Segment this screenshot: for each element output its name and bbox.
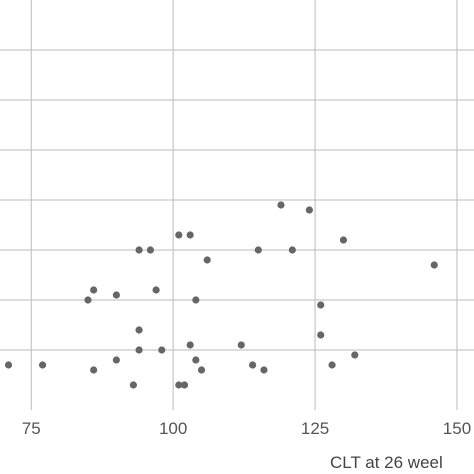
data-point [339,236,348,244]
data-point [351,351,359,359]
x-tick-label: 125 [301,419,329,438]
x-tick-labels: 75 100 125 150 [22,419,471,438]
data-point [277,201,285,209]
data-point [317,331,325,339]
data-point [186,341,194,349]
data-point [203,256,211,264]
data-point [197,366,206,374]
data-point [192,356,200,364]
data-point [186,231,194,239]
x-tick-label: 100 [159,419,187,438]
data-point [135,246,143,254]
x-axis-title: CLT at 26 weel [330,453,443,472]
data-point [175,381,183,389]
data-point [135,326,143,334]
data-point [328,361,336,369]
data-point [135,346,143,354]
data-points [4,201,438,389]
data-point [260,366,268,374]
data-point [192,296,200,304]
data-point [38,361,47,369]
data-point [175,231,183,239]
x-tick-label: 75 [22,419,41,438]
data-point [90,286,98,294]
data-point [112,291,120,299]
data-point [152,286,160,294]
data-point [237,341,245,349]
data-point [254,246,262,254]
data-point [430,261,438,269]
data-point [249,361,257,369]
data-point [180,381,189,389]
data-point [112,356,120,364]
x-gridlines [30,0,458,410]
data-point [4,361,13,369]
data-point [317,301,325,309]
data-point [158,346,166,354]
data-point [90,366,98,374]
data-point [305,206,313,214]
data-point [84,296,92,304]
y-gridlines [0,49,474,351]
data-point [146,246,155,254]
data-point [129,381,138,389]
data-point [288,246,296,254]
x-tick-label: 150 [443,419,471,438]
